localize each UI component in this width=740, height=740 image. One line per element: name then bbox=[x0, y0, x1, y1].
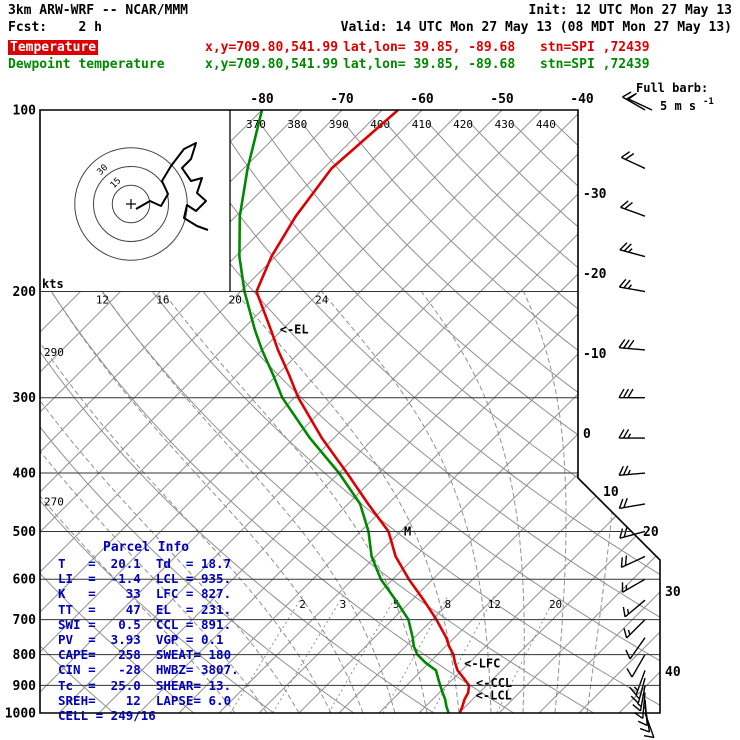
svg-text:700: 700 bbox=[13, 613, 37, 628]
temperature-xy: x,y=709.80,541.99 bbox=[205, 40, 339, 55]
svg-text:<-CCL: <-CCL bbox=[476, 676, 512, 690]
parcel-info-title: Parcel Info bbox=[103, 540, 190, 555]
svg-text:-20: -20 bbox=[583, 267, 607, 282]
hodograph-trace bbox=[135, 142, 209, 231]
svg-text:270: 270 bbox=[44, 496, 64, 509]
model-title: 3km ARW-WRF -- NCAR/MMM bbox=[8, 3, 189, 18]
svg-text:900: 900 bbox=[13, 679, 37, 694]
svg-text:-1: -1 bbox=[703, 97, 714, 107]
barb-legend: Full barb: 5 m s -1 bbox=[628, 81, 714, 113]
axis-labels: 12 16 20 242 3 5 8 12 20100200300400500600700800… bbox=[5, 92, 681, 722]
svg-text:<-LFC: <-LFC bbox=[464, 656, 500, 670]
temperature-trace bbox=[255, 110, 471, 713]
svg-text:15: 15 bbox=[109, 176, 124, 191]
svg-text:600: 600 bbox=[13, 573, 37, 588]
svg-text:<-EL: <-EL bbox=[280, 322, 309, 336]
valid-time: Valid: 14 UTC Mon 27 May 13 (08 MDT Mon … bbox=[340, 20, 732, 35]
dewpoint-latlon: lat,lon= 39.85, -89.68 bbox=[343, 57, 516, 72]
svg-text:2: 2 bbox=[299, 598, 306, 611]
svg-text:16: 16 bbox=[156, 294, 169, 307]
svg-text:-70: -70 bbox=[330, 92, 354, 107]
parcel-info-values: T = 20.1 Td = 18.7 LI = -1.4 LCL = 935. … bbox=[58, 556, 239, 724]
svg-text:12: 12 bbox=[96, 294, 109, 307]
svg-text:kts: kts bbox=[42, 277, 64, 291]
svg-text:40: 40 bbox=[665, 665, 681, 680]
dewpoint-xy: x,y=709.80,541.99 bbox=[205, 57, 339, 72]
svg-text:500: 500 bbox=[13, 525, 37, 540]
temperature-station: stn=SPI ,72439 bbox=[540, 40, 650, 55]
dewpoint-station: stn=SPI ,72439 bbox=[540, 57, 650, 72]
svg-text:290: 290 bbox=[44, 346, 64, 359]
svg-text:30: 30 bbox=[96, 163, 111, 178]
svg-text:-60: -60 bbox=[410, 92, 434, 107]
svg-text:390: 390 bbox=[329, 118, 349, 131]
svg-text:<-LCL: <-LCL bbox=[476, 688, 512, 702]
svg-text:200: 200 bbox=[13, 285, 37, 300]
svg-text:20: 20 bbox=[643, 525, 659, 540]
svg-text:5 m s: 5 m s bbox=[660, 99, 696, 113]
svg-text:-10: -10 bbox=[583, 347, 607, 362]
temperature-legend-label: Temperature bbox=[8, 40, 99, 55]
svg-text:800: 800 bbox=[13, 648, 37, 663]
svg-text:20: 20 bbox=[229, 294, 242, 307]
svg-text:0: 0 bbox=[583, 427, 591, 442]
svg-text:12: 12 bbox=[488, 598, 501, 611]
init-time: Init: 12 UTC Mon 27 May 13 bbox=[528, 3, 733, 18]
svg-text:-40: -40 bbox=[570, 92, 594, 107]
svg-text:410: 410 bbox=[412, 118, 432, 131]
dewpoint-legend-label: Dewpoint temperature bbox=[8, 57, 165, 72]
svg-text:10: 10 bbox=[603, 485, 619, 500]
svg-text:20: 20 bbox=[549, 598, 562, 611]
svg-text:380: 380 bbox=[287, 118, 307, 131]
fcst-hour: Fcst: 2 h bbox=[8, 20, 102, 35]
svg-text:-30: -30 bbox=[583, 187, 607, 202]
svg-text:8: 8 bbox=[444, 598, 451, 611]
svg-text:Full barb:: Full barb: bbox=[636, 81, 708, 95]
svg-text:430: 430 bbox=[495, 118, 515, 131]
svg-text:370: 370 bbox=[246, 118, 266, 131]
svg-text:100: 100 bbox=[13, 104, 37, 119]
wind-barb-column bbox=[618, 91, 655, 739]
svg-text:5: 5 bbox=[393, 598, 400, 611]
svg-text:300: 300 bbox=[13, 391, 37, 406]
svg-text:30: 30 bbox=[665, 585, 681, 600]
plot-border bbox=[39, 109, 661, 714]
svg-text:400: 400 bbox=[13, 467, 37, 482]
svg-text:1000: 1000 bbox=[5, 707, 36, 722]
temperature-latlon: lat,lon= 39.85, -89.68 bbox=[343, 40, 516, 55]
svg-text:-80: -80 bbox=[250, 92, 274, 107]
sounding-traces bbox=[238, 110, 471, 713]
svg-text:3: 3 bbox=[340, 598, 347, 611]
svg-text:440: 440 bbox=[536, 118, 556, 131]
svg-text:-50: -50 bbox=[490, 92, 514, 107]
svg-text:24: 24 bbox=[315, 294, 329, 307]
temperature-legend: Temperature bbox=[8, 40, 99, 55]
svg-text:420: 420 bbox=[453, 118, 473, 131]
dewpoint-trace bbox=[238, 110, 450, 713]
